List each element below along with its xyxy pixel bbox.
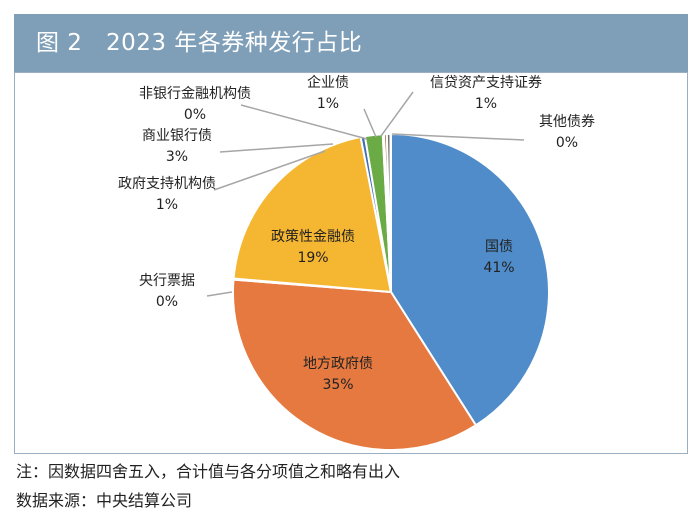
slice-value-5: 1% (156, 197, 178, 213)
slice-label-9: 信贷资产支持证券 (430, 75, 542, 91)
leader-line-5 (213, 150, 326, 191)
pie-slice-2 (232, 278, 478, 451)
slice-value-4: 19% (297, 250, 328, 266)
pie-slice-10 (389, 132, 392, 293)
leader-line-7 (240, 104, 368, 140)
pie-slice-4 (232, 135, 393, 294)
slice-value-3: 0% (156, 294, 178, 310)
leader-line-10 (391, 133, 525, 141)
data-source: 数据来源：中央结算公司 (16, 491, 193, 510)
footnote: 注：因数据四舍五入，合计值与各分项值之和略有出入 (16, 462, 401, 481)
pie-chart: 国债 41% 地方政府债 35% 央行票据 0% 政策性金融债 19% 政府支持机构债 1% 商业银… (118, 74, 595, 451)
slice-value-8: 1% (317, 96, 339, 112)
slice-label-3: 央行票据 (139, 273, 195, 289)
leader-line-3 (206, 291, 233, 297)
slice-value-2: 35% (322, 377, 353, 393)
leader-line-8 (363, 108, 377, 138)
slice-label-10: 其他债券 (539, 114, 595, 130)
figure-title: 图 2 2023 年各券种发行占比 (14, 14, 688, 72)
chart-frame: 国债 41% 地方政府债 35% 央行票据 0% 政策性金融债 19% 政府支持机构债 1% 商业银… (14, 72, 688, 454)
slice-label-4: 政策性金融债 (271, 228, 355, 245)
leader-line-9 (380, 91, 414, 137)
slice-value-6: 3% (166, 149, 188, 165)
slice-label-1: 国债 (485, 239, 513, 255)
slice-label-8: 企业债 (307, 74, 349, 91)
slice-label-7: 非银行金融机构债 (139, 86, 251, 102)
slice-label-6: 商业银行债 (142, 128, 212, 144)
slice-label-2: 地方政府债 (303, 356, 373, 372)
slice-value-1: 41% (483, 260, 514, 276)
slice-value-7: 0% (184, 107, 206, 123)
slice-value-9: 1% (475, 96, 497, 112)
slice-value-10: 0% (556, 135, 578, 151)
leader-line-6 (219, 143, 334, 153)
slice-label-5: 政府支持机构债 (118, 176, 216, 192)
